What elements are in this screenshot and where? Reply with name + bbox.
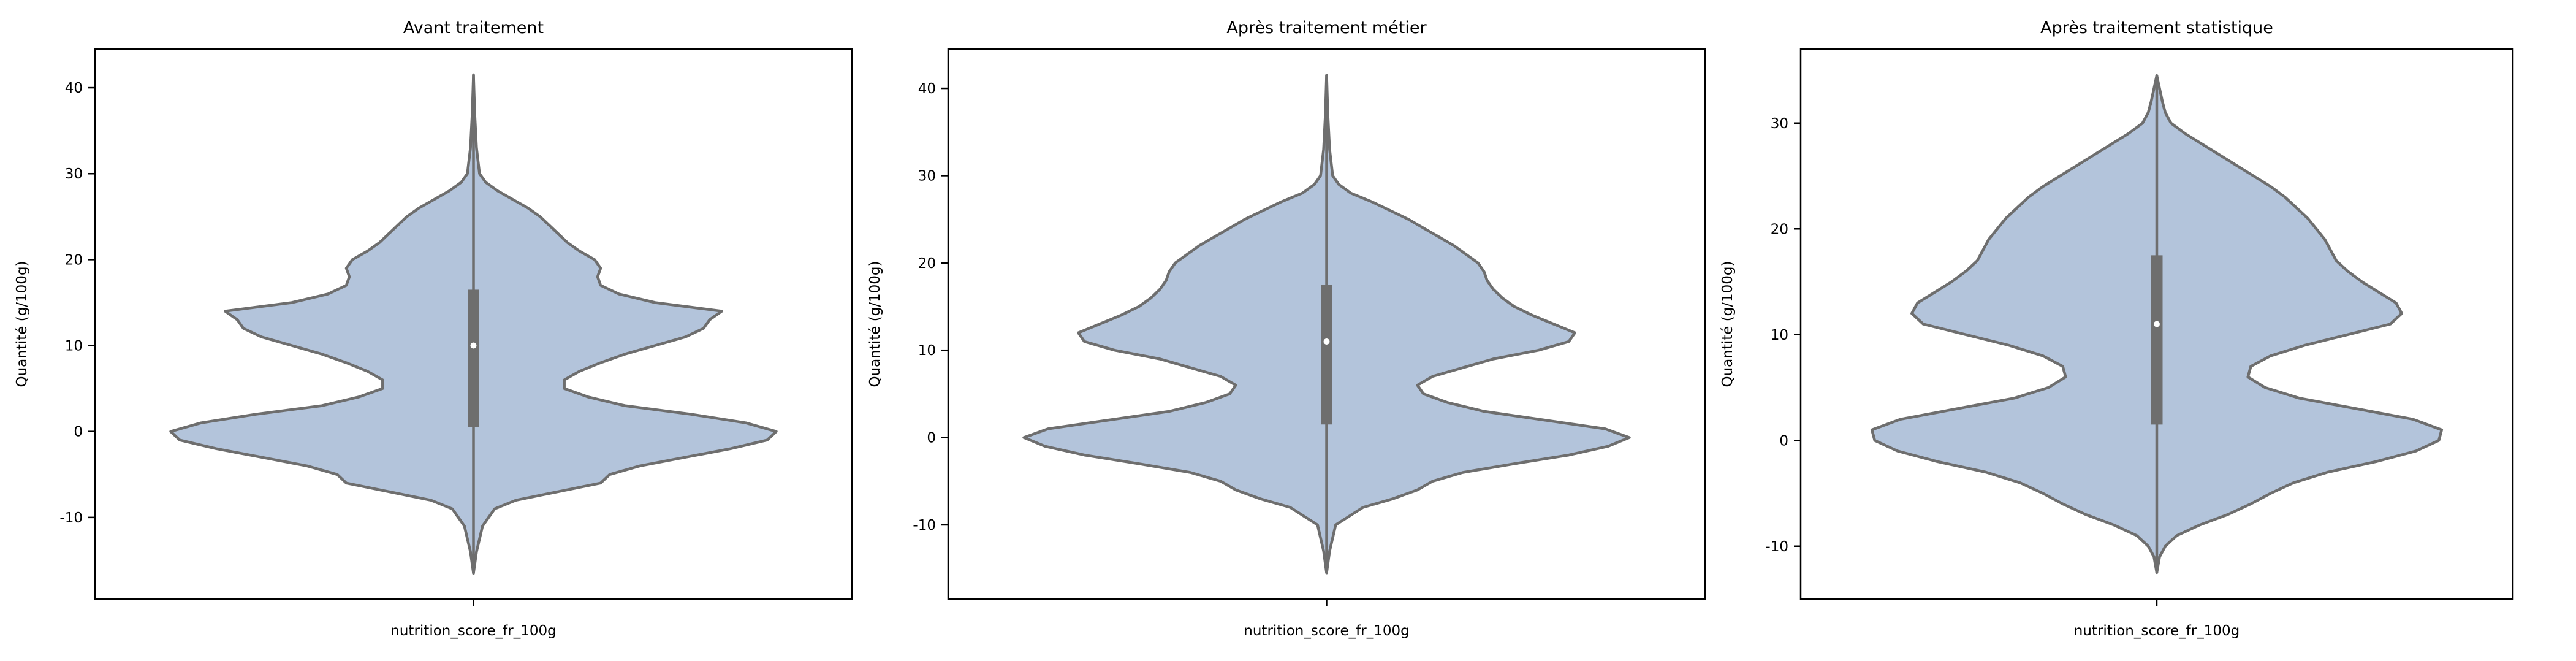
y-tick-label: -10 xyxy=(59,510,83,526)
y-axis-label: Quantité (g/100g) xyxy=(14,261,30,387)
y-axis-label: Quantité (g/100g) xyxy=(1720,261,1736,387)
y-tick-label: 20 xyxy=(65,252,83,268)
y-tick-label: 0 xyxy=(74,424,83,440)
x-axis-label: nutrition_score_fr_100g xyxy=(1244,623,1409,639)
violin-iqr-box xyxy=(2151,255,2163,425)
chart-panel-2: Après traitement métier -10 0 10 20 30 40 nutri… xyxy=(867,18,1706,639)
y-tick-label: 30 xyxy=(918,168,936,184)
x-axis-label: nutrition_score_fr_100g xyxy=(2074,623,2240,639)
y-tick-label: 30 xyxy=(1771,116,1788,132)
violin-median-point xyxy=(2154,321,2160,327)
y-tick-label: -10 xyxy=(913,518,936,533)
violin-median-point xyxy=(1323,338,1330,345)
violin-median-point xyxy=(470,342,477,349)
y-tick-label: 10 xyxy=(1771,327,1788,343)
chart-panel-3: Après traitement statistique -10 0 10 20 30 nu… xyxy=(1720,18,2514,639)
violin-iqr-box xyxy=(468,289,479,427)
y-tick-label: 20 xyxy=(918,256,936,272)
y-tick-label: 10 xyxy=(918,343,936,359)
y-tick-label: 0 xyxy=(927,430,936,446)
x-axis-label: nutrition_score_fr_100g xyxy=(390,623,556,639)
violin-iqr-box xyxy=(1321,285,1332,425)
y-axis-label: Quantité (g/100g) xyxy=(867,261,883,387)
y-tick-label: 30 xyxy=(65,166,83,182)
y-tick-label: 0 xyxy=(1779,433,1788,449)
y-tick-label: 40 xyxy=(918,81,936,97)
y-tick-label: -10 xyxy=(1765,539,1788,555)
y-tick-label: 10 xyxy=(65,338,83,354)
chart-title: Après traitement statistique xyxy=(2040,18,2273,37)
chart-title: Après traitement métier xyxy=(1226,18,1427,37)
chart-title: Avant traitement xyxy=(403,18,544,37)
y-tick-label: 20 xyxy=(1771,221,1788,237)
y-tick-label: 40 xyxy=(65,80,83,96)
chart-panel-1: Avant traitement -10 0 10 20 30 40 nutrition_sc… xyxy=(14,18,853,639)
